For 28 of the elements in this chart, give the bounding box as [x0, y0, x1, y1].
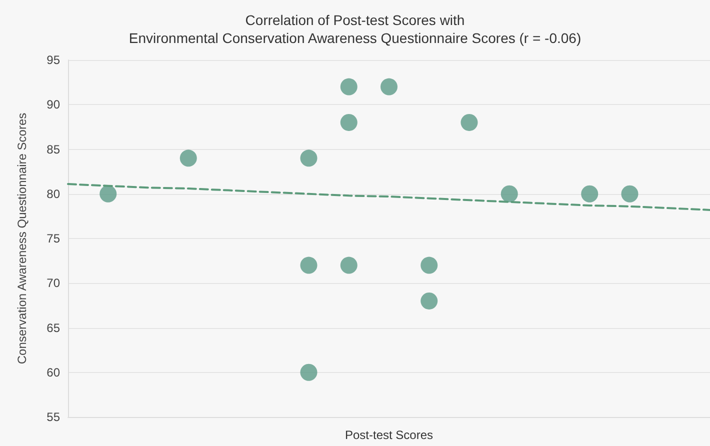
- y-tick-label: 65: [46, 320, 60, 335]
- point: [460, 114, 478, 131]
- point: [380, 78, 398, 96]
- y-tick-label: 80: [46, 186, 60, 201]
- y-axis-title: Conservation Awareness Questionnaire Scores: [15, 112, 29, 364]
- point: [180, 150, 197, 167]
- point: [500, 185, 518, 202]
- point: [340, 114, 358, 131]
- point: [581, 185, 598, 202]
- x-axis-title: Post-test Scores: [344, 428, 434, 442]
- point: [300, 364, 318, 381]
- y-tick-label: 90: [46, 98, 60, 112]
- point: [420, 256, 438, 274]
- y-tick-label: 75: [46, 232, 60, 246]
- point: [100, 185, 117, 202]
- point: [621, 185, 638, 202]
- point: [340, 78, 358, 96]
- line-series: [67, 183, 710, 211]
- y-tick-label: 85: [46, 142, 60, 156]
- y-tick-label: 95: [46, 53, 60, 67]
- y-tick-label: 70: [46, 276, 60, 290]
- y-tick-label: 60: [46, 365, 60, 380]
- point: [300, 150, 318, 167]
- chart-title: Correlation of Post-test Scores with Environmental Conservation Awareness Questionnaire Scores (r = -0.06): [128, 12, 582, 46]
- y-tick-label: 55: [46, 410, 60, 424]
- point: [420, 292, 438, 310]
- point: [340, 256, 358, 274]
- point: [300, 256, 318, 274]
